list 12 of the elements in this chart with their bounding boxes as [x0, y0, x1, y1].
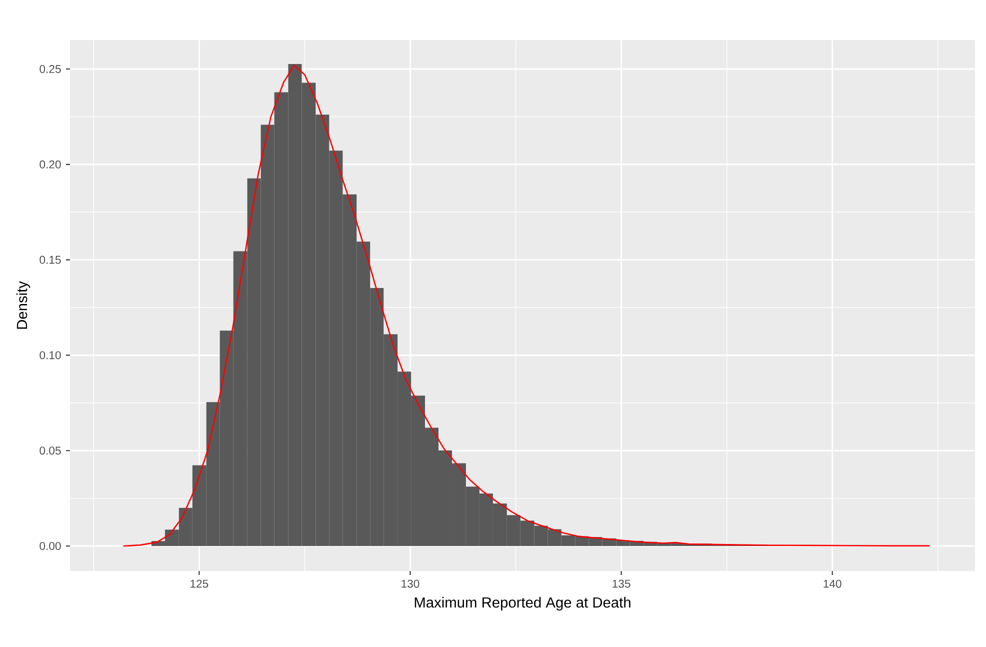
x-tick-label: 130 [402, 580, 420, 588]
y-tick-label: 0.25 [40, 65, 61, 74]
y-tick-label: 0.20 [40, 160, 61, 168]
x-tick-label: 135 [612, 580, 630, 588]
y-axis-title: Density [16, 281, 30, 329]
y-tick-label: 0.00 [40, 542, 61, 550]
x-tick-label: 140 [824, 580, 842, 588]
y-tick-label: 0.10 [40, 351, 61, 360]
y-tick-label: 0.15 [40, 256, 61, 264]
x-axis-title: Maximum Reported Age at Death [414, 596, 630, 611]
x-tick-label: 125 [190, 580, 208, 588]
y-tick-label: 0.05 [40, 446, 61, 455]
